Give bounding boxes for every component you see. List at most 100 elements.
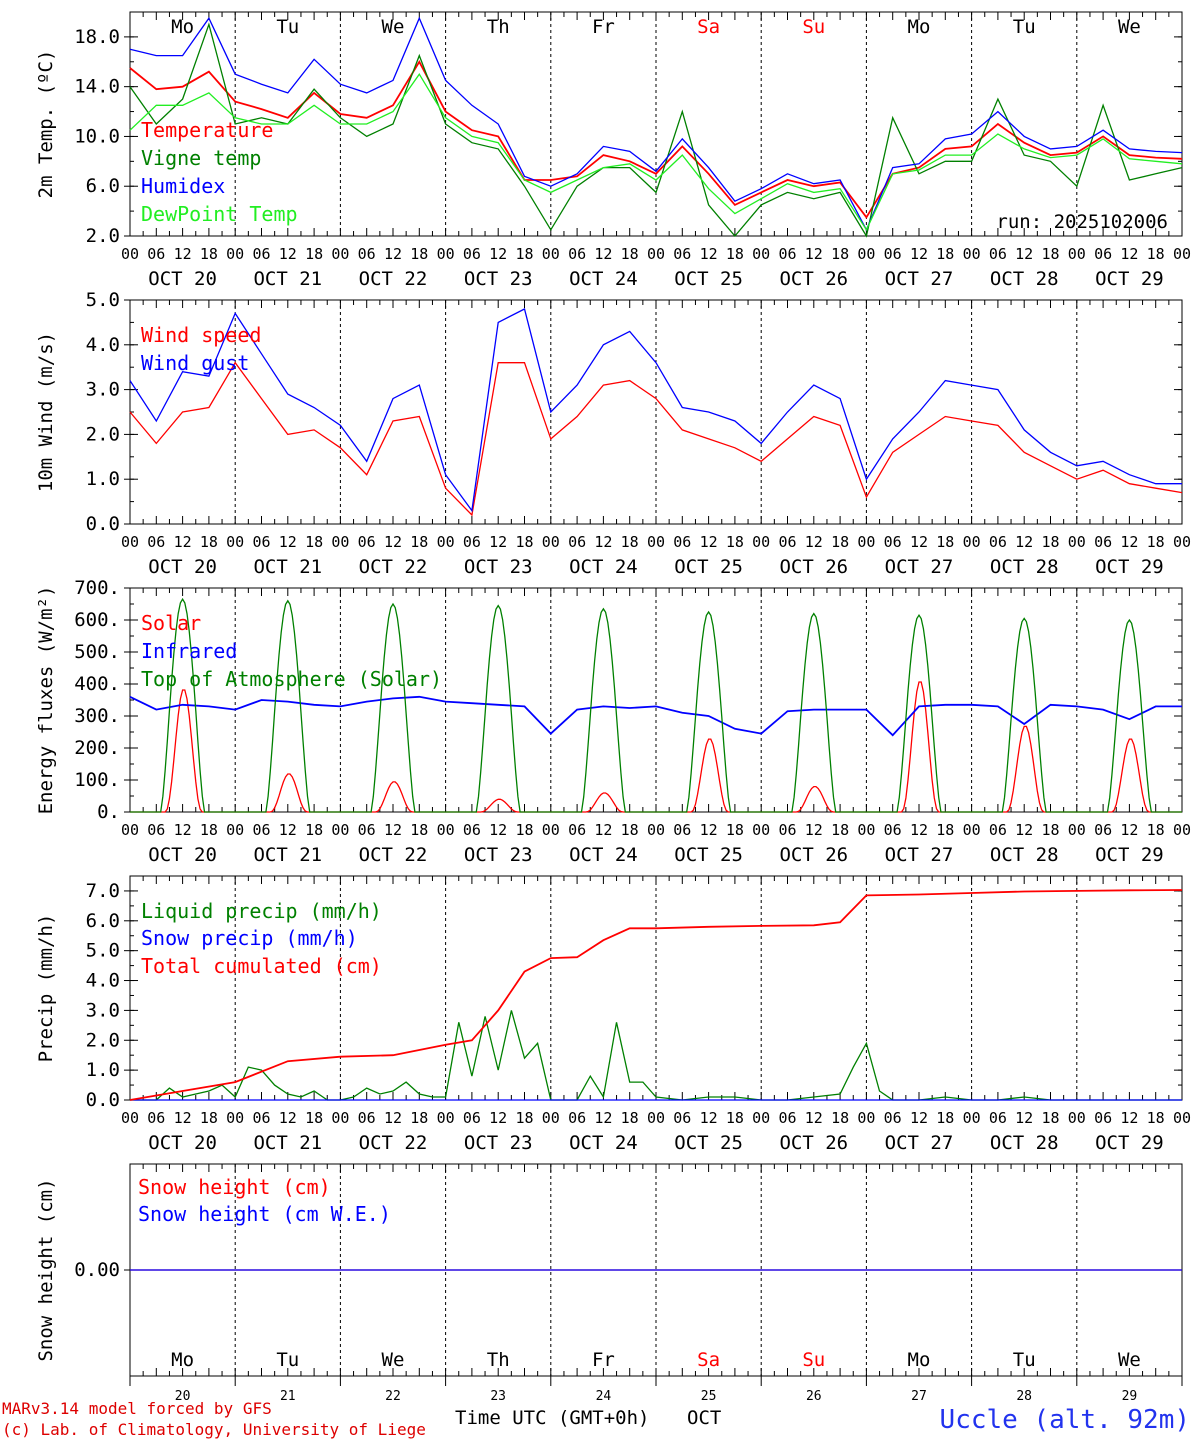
x-hour-label: 00: [331, 245, 349, 263]
x-hour-label: 06: [252, 533, 270, 551]
x-hour-label: 18: [1041, 245, 1059, 263]
x-hour-label: 00: [331, 821, 349, 839]
x-hour-label: 00: [647, 245, 665, 263]
x-hour-label: 12: [1120, 821, 1138, 839]
x-hour-label: 00: [1068, 245, 1086, 263]
y-tick-label: 2.0: [86, 225, 120, 247]
x-hour-label: 12: [384, 245, 402, 263]
x-hour-label: 00: [542, 245, 560, 263]
x-hour-label: 12: [384, 1109, 402, 1127]
x-hour-label: 12: [489, 533, 507, 551]
x-hour-label: 12: [1120, 1109, 1138, 1127]
x-hour-label: 12: [489, 1109, 507, 1127]
y-tick-label: 10.0: [74, 125, 120, 147]
x-hour-label: 00: [752, 1109, 770, 1127]
x-hour-label: 06: [358, 245, 376, 263]
x-hour-label: 00: [121, 533, 139, 551]
x-hour-label: 12: [805, 1109, 823, 1127]
x-hour-label: 00: [226, 245, 244, 263]
x-hour-label: 18: [831, 533, 849, 551]
y-tick-label: 0.0: [86, 1089, 120, 1111]
x-hour-label: 12: [384, 821, 402, 839]
x-hour-label: 00: [437, 821, 455, 839]
x-hour-label: 06: [147, 821, 165, 839]
legend-entry: Temperature: [141, 118, 273, 142]
day-name-bottom: Su: [802, 1349, 825, 1371]
x-hour-label: 12: [279, 821, 297, 839]
x-hour-label: 12: [489, 245, 507, 263]
x-hour-label: 18: [726, 1109, 744, 1127]
x-date-label: OCT 29: [1095, 1132, 1164, 1154]
x-date-label: OCT 25: [674, 556, 743, 578]
panel-snow: 0.00 Snow height (cm) Snow height (cm) Snow…: [35, 1163, 1183, 1377]
legend-entry: Wind speed: [141, 323, 261, 347]
x-hour-label: 00: [857, 533, 875, 551]
legend-entry: Liquid precip (mm/h): [141, 899, 382, 923]
y-tick-label: 6.0: [86, 910, 120, 932]
x-hour-label: 12: [384, 533, 402, 551]
x-hour-label: 06: [1094, 821, 1112, 839]
x-date-label: OCT 25: [674, 268, 743, 290]
x-hour-label: 06: [252, 821, 270, 839]
day-name-top: Tu: [1013, 16, 1036, 38]
x-hour-label: 00: [1173, 1109, 1191, 1127]
y-tick-label: 500.: [74, 641, 120, 663]
x-hour-label: 12: [805, 533, 823, 551]
x-date-label: OCT 22: [359, 1132, 428, 1154]
x-hour-label: 18: [410, 245, 428, 263]
legend-entry: Vigne temp: [141, 146, 261, 170]
x-date-label: OCT 20: [148, 268, 217, 290]
y-tick-label: 400.: [74, 673, 120, 695]
y-tick-label: 4.0: [86, 970, 120, 992]
x-hour-label: 06: [358, 821, 376, 839]
legend-entry: Infrared: [141, 639, 237, 663]
day-number: 22: [385, 1389, 401, 1404]
x-hour-label: 18: [305, 1109, 323, 1127]
day-name-bottom: Th: [487, 1349, 510, 1371]
x-date-label: OCT 20: [148, 556, 217, 578]
x-hour-label: 12: [594, 1109, 612, 1127]
x-hour-label: 06: [568, 533, 586, 551]
x-hour-label: 06: [673, 533, 691, 551]
day-name-top: Su: [802, 16, 825, 38]
x-hour-label: 12: [594, 245, 612, 263]
series-infrared: [129, 695, 1182, 737]
x-hour-label: 06: [463, 821, 481, 839]
x-date-label: OCT 22: [359, 844, 428, 866]
legend-entry: DewPoint Temp: [141, 202, 298, 226]
series-dewpoint-temp: [129, 73, 1183, 232]
y-tick-label: 100.: [74, 769, 120, 791]
x-hour-label: 06: [358, 533, 376, 551]
x-hour-label: 00: [1173, 533, 1191, 551]
panel-precip: 0.0 1.0 2.0 3.0 4.0 5.0 6.0 7.0 Precip (mm/h) 00 0…: [35, 875, 1191, 1154]
x-hour-label: 00: [963, 245, 981, 263]
x-hour-label: 18: [621, 1109, 639, 1127]
x-hour-label: 18: [515, 533, 533, 551]
day-number: 20: [175, 1389, 191, 1404]
x-date-label: OCT 25: [674, 1132, 743, 1154]
x-hour-label: 18: [1041, 533, 1059, 551]
x-hour-label: 06: [989, 245, 1007, 263]
x-hour-label: 06: [778, 245, 796, 263]
x-date-label: OCT 27: [885, 556, 954, 578]
x-date-label: OCT 28: [990, 844, 1059, 866]
x-hour-label: 12: [489, 821, 507, 839]
x-hour-label: 00: [1068, 821, 1086, 839]
y-tick-label: 4.0: [86, 334, 120, 356]
x-hour-label: 18: [1147, 1109, 1165, 1127]
x-date-label: OCT 27: [885, 1132, 954, 1154]
x-hour-label: 00: [121, 821, 139, 839]
x-hour-label: 18: [305, 533, 323, 551]
y-tick-label: 300.: [74, 705, 120, 727]
x-hour-label: 18: [726, 821, 744, 839]
x-hour-label: 06: [778, 821, 796, 839]
x-date-label: OCT 23: [464, 268, 533, 290]
x-hour-label: 06: [673, 821, 691, 839]
x-hour-label: 12: [700, 533, 718, 551]
day-name-bottom: We: [1118, 1349, 1141, 1371]
x-date-label: OCT 25: [674, 844, 743, 866]
panel-temperature: 2.0 6.0 10.0 14.0 18.0 2m Temp. (ºC) 00 06 12 18 O…: [35, 11, 1191, 290]
x-hour-label: 18: [305, 821, 323, 839]
day-name-bottom: Mo: [908, 1349, 931, 1371]
panel-energy: 0. 100. 200. 300. 400. 500. 600. 700. Energy flu…: [35, 577, 1191, 866]
